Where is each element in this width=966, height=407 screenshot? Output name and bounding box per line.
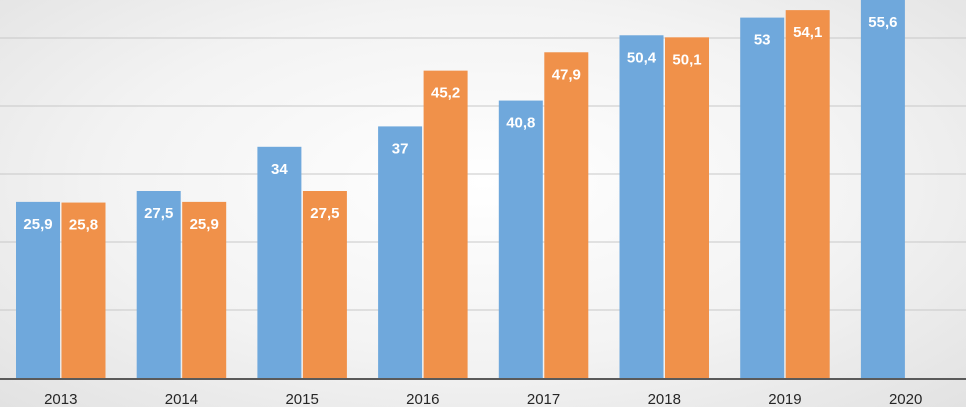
data-label-2013-series-1: 25,9	[23, 216, 52, 233]
data-label-2016-series-1: 37	[392, 140, 409, 157]
data-label-2013-series-2: 25,8	[69, 217, 98, 234]
bar-2015-series-2	[302, 191, 347, 378]
data-label-2020-series-1: 55,6	[868, 14, 897, 31]
data-label-2015-series-1: 34	[271, 161, 288, 178]
bar-2018-series-2	[665, 37, 709, 378]
x-tick-2018: 2018	[648, 391, 681, 407]
data-label-2014-series-2: 25,9	[190, 216, 219, 233]
bar-2014-series-2	[182, 201, 227, 378]
data-label-2016-series-2: 45,2	[431, 85, 460, 102]
bar-2019-series-2	[785, 10, 830, 379]
bar-2019-series-1	[740, 17, 785, 378]
data-label-2019-series-1: 53	[754, 32, 771, 49]
bar-2016-series-1	[378, 126, 423, 379]
data-label-2014-series-1: 27,5	[144, 205, 173, 222]
bar-2016-series-2	[423, 70, 468, 378]
data-label-2017-series-1: 40,8	[506, 115, 535, 132]
x-tick-2017: 2017	[527, 391, 560, 407]
data-labels: 25,9 25,8 27,5 25,9 34 27,5 37 45,2 40,8 47,9 50,4…	[23, 14, 897, 234]
bar-2018-series-1	[619, 35, 664, 378]
x-tick-2015: 2015	[285, 391, 318, 407]
x-tick-2019: 2019	[768, 391, 801, 407]
x-tick-2013: 2013	[44, 391, 77, 407]
bar-2014-series-1	[136, 191, 181, 378]
bar-2015-series-1	[257, 146, 302, 378]
data-label-2017-series-2: 47,9	[552, 66, 581, 83]
x-tick-2016: 2016	[406, 391, 439, 407]
data-label-2018-series-2: 50,1	[672, 51, 701, 68]
bar-2013-series-1	[16, 201, 60, 378]
bars	[16, 0, 905, 379]
data-label-2019-series-2: 54,1	[793, 24, 822, 41]
bar-2017-series-1	[498, 100, 543, 378]
data-label-2018-series-1: 50,4	[627, 49, 657, 66]
x-tick-2014: 2014	[165, 391, 198, 407]
data-label-2015-series-2: 27,5	[310, 205, 339, 222]
bar-2013-series-2	[61, 202, 106, 378]
bar-2020-series-1	[860, 0, 905, 378]
bar-2017-series-2	[544, 52, 589, 378]
x-tick-labels: 2013 2014 2015 2016 2017 2018 2019 2020	[44, 391, 922, 407]
x-tick-2020: 2020	[889, 391, 922, 407]
